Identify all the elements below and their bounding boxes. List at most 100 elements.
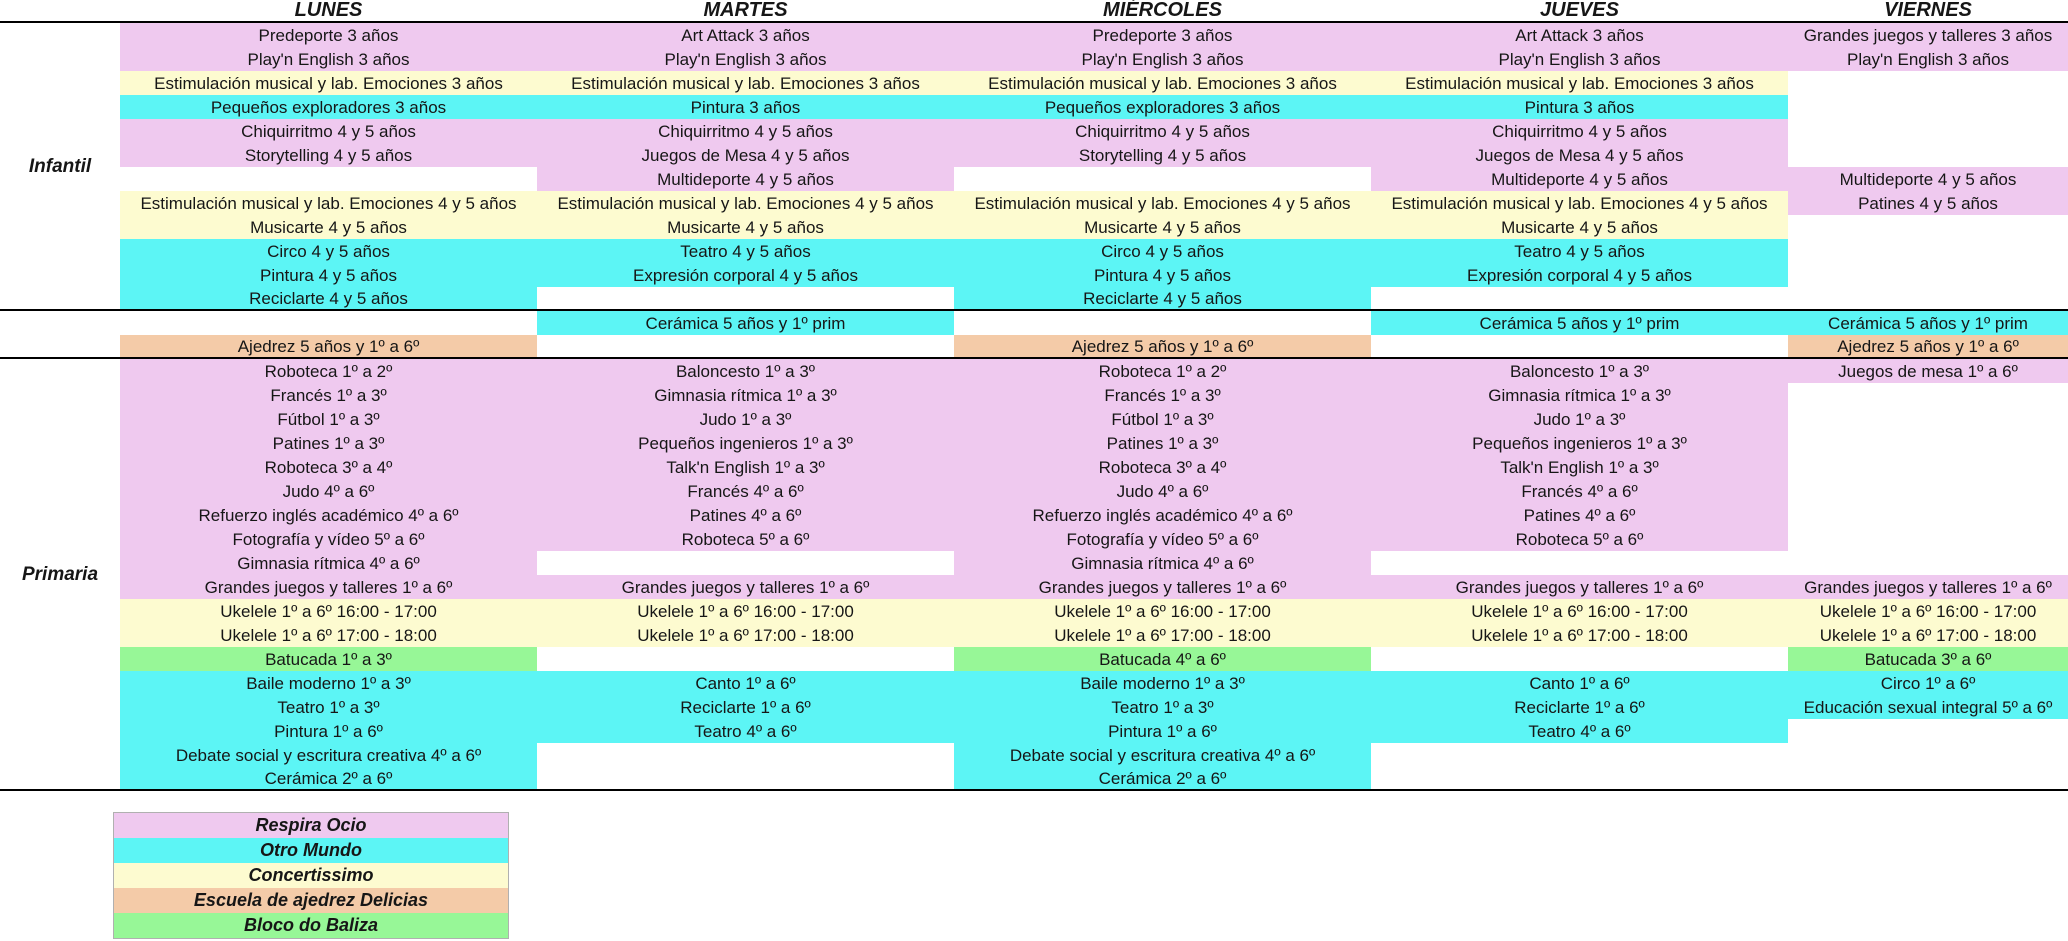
schedule-cell: Refuerzo inglés académico 4º a 6º bbox=[120, 503, 537, 527]
schedule-cell: Play'n English 3 años bbox=[120, 47, 537, 71]
schedule-cell: Circo 4 y 5 años bbox=[120, 239, 537, 263]
schedule-cell: Gimnasia rítmica 1º a 3º bbox=[1371, 383, 1788, 407]
schedule-cell: Teatro 1º a 3º bbox=[120, 695, 537, 719]
schedule-cell: Storytelling 4 y 5 años bbox=[120, 143, 537, 167]
schedule-cell: Estimulación musical y lab. Emociones 3 … bbox=[954, 71, 1371, 95]
schedule-cell: Art Attack 3 años bbox=[1371, 23, 1788, 47]
schedule-cell: Ajedrez 5 años y 1º a 6º bbox=[120, 335, 537, 359]
schedule-cell: Francés 1º a 3º bbox=[954, 383, 1371, 407]
schedule-cell: Play'n English 3 años bbox=[1788, 47, 2068, 71]
schedule-cell bbox=[1371, 743, 1788, 767]
schedule-cell bbox=[537, 551, 954, 575]
schedule-cell: Refuerzo inglés académico 4º a 6º bbox=[954, 503, 1371, 527]
schedule-cell bbox=[120, 311, 537, 335]
schedule-cell bbox=[1788, 743, 2068, 767]
schedule-cell bbox=[1788, 143, 2068, 167]
schedule-cell: Expresión corporal 4 y 5 años bbox=[537, 263, 954, 287]
schedule-cell: Chiquirritmo 4 y 5 años bbox=[954, 119, 1371, 143]
schedule-cell: Chiquirritmo 4 y 5 años bbox=[1371, 119, 1788, 143]
schedule-cell: Ukelele 1º a 6º 16:00 - 17:00 bbox=[954, 599, 1371, 623]
schedule-cell: Batucada 4º a 6º bbox=[954, 647, 1371, 671]
schedule-cell: Reciclarte 4 y 5 años bbox=[120, 287, 537, 311]
schedule-cell: Francés 4º a 6º bbox=[1371, 479, 1788, 503]
schedule-cell: Estimulación musical y lab. Emociones 3 … bbox=[120, 71, 537, 95]
schedule-cell: Fotografía y vídeo 5º a 6º bbox=[120, 527, 537, 551]
schedule-cell: Juegos de mesa 1º a 6º bbox=[1788, 359, 2068, 383]
section-label-primaria: Primaria bbox=[0, 359, 120, 791]
schedule-cell: Baloncesto 1º a 3º bbox=[1371, 359, 1788, 383]
schedule-cell: Pequeños exploradores 3 años bbox=[120, 95, 537, 119]
schedule-cell: Ukelele 1º a 6º 16:00 - 17:00 bbox=[1371, 599, 1788, 623]
schedule-grid: LUNES MARTES MIÉRCOLES JUEVES VIERNES Infanti… bbox=[0, 0, 2068, 791]
schedule-cell: Pintura 3 años bbox=[1371, 95, 1788, 119]
schedule-cell: Teatro 4º a 6º bbox=[537, 719, 954, 743]
schedule-cell: Teatro 1º a 3º bbox=[954, 695, 1371, 719]
schedule-cell bbox=[1371, 767, 1788, 791]
schedule-cell bbox=[537, 767, 954, 791]
schedule-cell: Estimulación musical y lab. Emociones 4 … bbox=[120, 191, 537, 215]
schedule-cell bbox=[1371, 647, 1788, 671]
schedule-cell bbox=[1788, 407, 2068, 431]
schedule-cell bbox=[1788, 239, 2068, 263]
schedule-cell: Reciclarte 1º a 6º bbox=[537, 695, 954, 719]
schedule-cell: Predeporte 3 años bbox=[120, 23, 537, 47]
schedule-cell: Ukelele 1º a 6º 17:00 - 18:00 bbox=[1371, 623, 1788, 647]
schedule-cell: Canto 1º a 6º bbox=[1371, 671, 1788, 695]
legend-item-4: Escuela de ajedrez Delicias bbox=[114, 888, 508, 913]
schedule-cell: Ajedrez 5 años y 1º a 6º bbox=[954, 335, 1371, 359]
schedule-cell: Ukelele 1º a 6º 16:00 - 17:00 bbox=[120, 599, 537, 623]
day-header-4: JUEVES bbox=[1371, 0, 1788, 23]
schedule-cell: Patines 4º a 6º bbox=[537, 503, 954, 527]
schedule-cell: Canto 1º a 6º bbox=[537, 671, 954, 695]
schedule-cell: Cerámica 5 años y 1º prim bbox=[1788, 311, 2068, 335]
schedule-cell: Reciclarte 1º a 6º bbox=[1371, 695, 1788, 719]
schedule-cell: Art Attack 3 años bbox=[537, 23, 954, 47]
schedule-cell: Roboteca 3º a 4º bbox=[120, 455, 537, 479]
schedule-cell: Musicarte 4 y 5 años bbox=[537, 215, 954, 239]
schedule-cell: Roboteca 3º a 4º bbox=[954, 455, 1371, 479]
schedule-cell: Juegos de Mesa 4 y 5 años bbox=[1371, 143, 1788, 167]
schedule-cell: Roboteca 5º a 6º bbox=[1371, 527, 1788, 551]
schedule-cell: Francés 1º a 3º bbox=[120, 383, 537, 407]
schedule-cell: Talk'n English 1º a 3º bbox=[1371, 455, 1788, 479]
day-header-3: MIÉRCOLES bbox=[954, 0, 1371, 23]
day-header-2: MARTES bbox=[537, 0, 954, 23]
schedule-cell: Ukelele 1º a 6º 17:00 - 18:00 bbox=[954, 623, 1371, 647]
schedule-cell: Fútbol 1º a 3º bbox=[954, 407, 1371, 431]
schedule-cell: Gimnasia rítmica 1º a 3º bbox=[537, 383, 954, 407]
schedule-cell: Educación sexual integral 5º a 6º bbox=[1788, 695, 2068, 719]
schedule-cell bbox=[1788, 95, 2068, 119]
schedule-cell: Ukelele 1º a 6º 17:00 - 18:00 bbox=[537, 623, 954, 647]
schedule-cell: Pintura 3 años bbox=[537, 95, 954, 119]
schedule-cell: Cerámica 2º a 6º bbox=[120, 767, 537, 791]
schedule-cell: Judo 4º a 6º bbox=[120, 479, 537, 503]
schedule-cell: Talk'n English 1º a 3º bbox=[537, 455, 954, 479]
schedule-cell bbox=[1371, 551, 1788, 575]
schedule-cell: Ukelele 1º a 6º 16:00 - 17:00 bbox=[1788, 599, 2068, 623]
section-label-mixed bbox=[0, 311, 120, 359]
schedule-cell: Gimnasia rítmica 4º a 6º bbox=[120, 551, 537, 575]
schedule-cell: Roboteca 1º a 2º bbox=[120, 359, 537, 383]
schedule-cell bbox=[1788, 719, 2068, 743]
schedule-cell: Patines 4 y 5 años bbox=[1788, 191, 2068, 215]
legend-item-1: Respira Ocio bbox=[114, 813, 508, 838]
schedule-cell: Ukelele 1º a 6º 17:00 - 18:00 bbox=[1788, 623, 2068, 647]
schedule-cell: Chiquirritmo 4 y 5 años bbox=[120, 119, 537, 143]
schedule-cell bbox=[1788, 119, 2068, 143]
schedule-cell: Judo 4º a 6º bbox=[954, 479, 1371, 503]
day-header-5: VIERNES bbox=[1788, 0, 2068, 23]
schedule-cell bbox=[1788, 767, 2068, 791]
schedule-cell bbox=[1788, 551, 2068, 575]
schedule-cell: Musicarte 4 y 5 años bbox=[954, 215, 1371, 239]
schedule-cell: Grandes juegos y talleres 1º a 6º bbox=[1788, 575, 2068, 599]
schedule-cell: Teatro 4º a 6º bbox=[1371, 719, 1788, 743]
schedule-cell bbox=[537, 743, 954, 767]
schedule-cell bbox=[537, 287, 954, 311]
schedule-cell: Play'n English 3 años bbox=[537, 47, 954, 71]
schedule-cell: Chiquirritmo 4 y 5 años bbox=[537, 119, 954, 143]
schedule-cell: Batucada 3º a 6º bbox=[1788, 647, 2068, 671]
schedule-cell: Baloncesto 1º a 3º bbox=[537, 359, 954, 383]
schedule-cell: Fútbol 1º a 3º bbox=[120, 407, 537, 431]
schedule-cell: Musicarte 4 y 5 años bbox=[120, 215, 537, 239]
